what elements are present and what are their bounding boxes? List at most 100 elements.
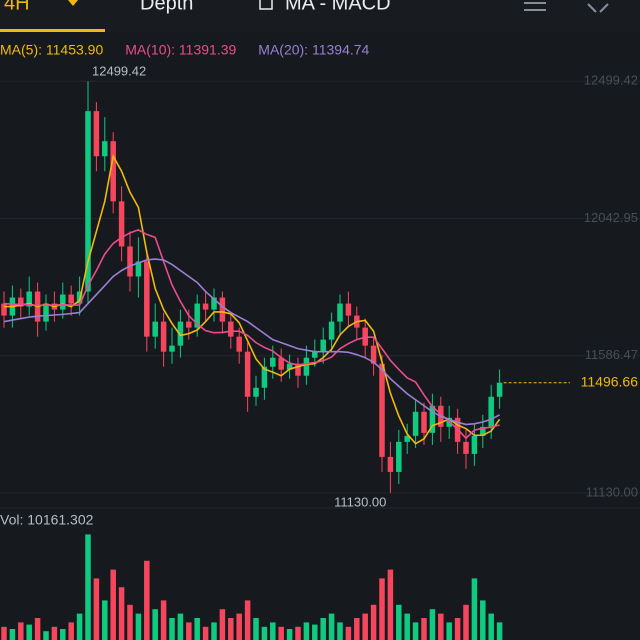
candle-body: [379, 363, 385, 457]
candle-body: [169, 345, 175, 352]
volume-bar: [421, 618, 427, 640]
candle-body: [387, 456, 394, 472]
candle-body: [320, 339, 326, 352]
volume-bar: [169, 618, 175, 640]
candle-body: [328, 321, 335, 340]
candle-body: [286, 363, 293, 370]
volume-bar: [152, 609, 158, 640]
candle-body: [370, 345, 377, 364]
volume-bar: [261, 626, 268, 640]
volume-bar: [85, 534, 91, 640]
candle-body: [60, 294, 66, 310]
candle-body: [102, 141, 108, 157]
volume-bar: [303, 622, 310, 640]
candle-body: [429, 405, 436, 433]
volume-bar: [1, 626, 7, 640]
candle-body: [68, 294, 74, 304]
volume-bar: [118, 587, 125, 640]
volume-bar: [60, 629, 66, 640]
candle-body: [219, 297, 226, 322]
active-underline: [0, 29, 105, 32]
volume-bar: [286, 629, 293, 640]
volume-bar: [110, 569, 116, 640]
volume-bar: [488, 613, 494, 640]
volume-bar: [51, 626, 58, 640]
volume-bar: [379, 578, 385, 640]
volume-bar: [18, 622, 24, 640]
max-label: 12499.42: [92, 63, 146, 78]
candle-body: [244, 351, 251, 397]
candle-body: [396, 441, 402, 472]
volume-bar: [244, 600, 251, 640]
candle-body: [236, 336, 242, 352]
y-tick-label: 11130.00: [586, 484, 638, 499]
candle-body: [26, 291, 32, 307]
volume-bar: [496, 622, 503, 640]
volume-bar: [328, 613, 335, 640]
candle-body: [211, 297, 217, 310]
candle-body: [228, 321, 234, 337]
candle-body: [278, 357, 284, 370]
candle-body: [488, 396, 494, 427]
depth-tab[interactable]: Depth: [140, 0, 193, 14]
volume-bar: [236, 613, 242, 640]
dropdown-arrow[interactable]: [68, 0, 78, 6]
volume-bar: [219, 609, 226, 640]
candle-body: [404, 435, 410, 442]
volume-bar: [362, 613, 368, 640]
volume-bar: [463, 604, 469, 640]
volume-bar: [370, 604, 377, 640]
candle-body: [110, 141, 116, 202]
volume-bar: [345, 626, 352, 640]
volume-bar: [253, 618, 259, 640]
fullscreen-icon[interactable]: [587, 3, 609, 13]
volume-bar: [312, 624, 318, 640]
settings-icon[interactable]: [524, 2, 546, 11]
candle-body: [186, 321, 192, 328]
volume-bar: [68, 622, 74, 640]
volume-bar: [102, 600, 108, 640]
candle-body: [471, 435, 478, 454]
volume-bar: [144, 560, 150, 640]
candle-body: [463, 441, 469, 454]
candle-body: [496, 382, 503, 397]
candle-body: [93, 111, 100, 157]
volume-bar: [337, 622, 343, 640]
volume-bar: [438, 613, 444, 640]
y-tick-label: 12499.42: [584, 73, 638, 88]
volume-bar: [412, 622, 419, 640]
interval-tab[interactable]: 4H: [4, 0, 30, 14]
ma-line: [3, 258, 500, 426]
candle-body: [43, 303, 49, 322]
volume-bar: [211, 622, 217, 640]
candle-body: [202, 303, 209, 310]
volume-label: Vol: 10161.302: [0, 512, 94, 528]
candle-body: [160, 321, 167, 352]
volume-bar: [186, 622, 192, 640]
indicator-tab[interactable]: MA - MACD: [285, 0, 391, 14]
volume-bar: [160, 600, 167, 640]
volume-bar: [9, 629, 16, 640]
min-label: 11130.00: [334, 494, 386, 509]
volume-bar: [429, 609, 436, 640]
toolbar: [0, 0, 640, 32]
volume-bar: [387, 569, 394, 640]
candle-body: [421, 411, 427, 433]
volume-bar: [404, 613, 410, 640]
volume-bar: [43, 631, 49, 640]
candle-body: [152, 321, 158, 337]
volume-bar: [26, 624, 32, 640]
volume-bar: [446, 622, 452, 640]
volume-bar: [454, 618, 461, 640]
volume-bar: [396, 604, 402, 640]
volume-bar: [480, 600, 486, 640]
candle-body: [194, 303, 200, 328]
last-price-label: 11496.66: [581, 373, 639, 389]
candle-body: [144, 261, 150, 337]
candle-body: [337, 303, 343, 322]
indicator-icon[interactable]: [259, 0, 273, 10]
ma-line: [4, 153, 501, 445]
